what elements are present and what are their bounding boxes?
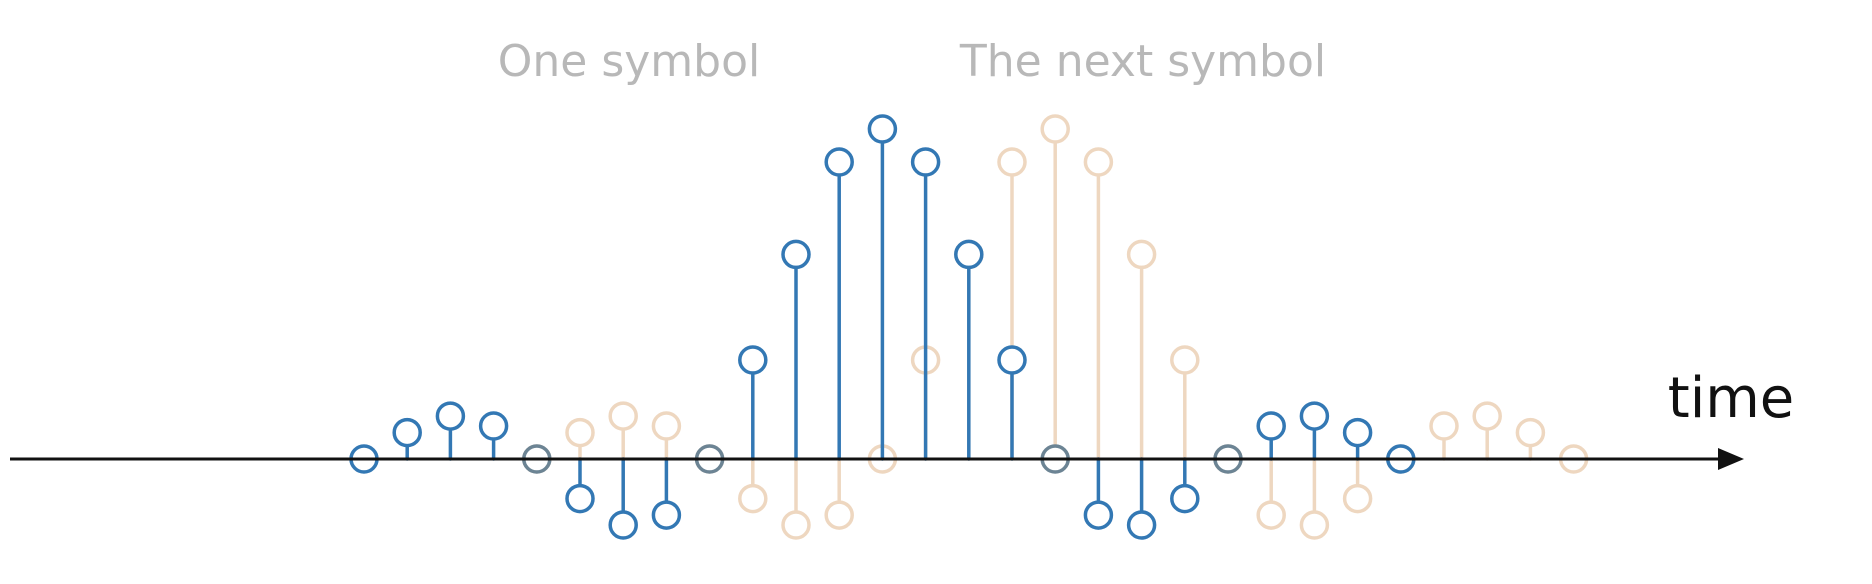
- marker-symbol-one-9: [738, 345, 768, 375]
- marker-symbol-one-11: [824, 147, 854, 177]
- marker-symbol-next-22: [1299, 510, 1330, 540]
- marker-symbol-next-6: [608, 401, 638, 431]
- marker-symbol-one-6: [608, 510, 638, 540]
- marker-symbol-one-19: [1170, 483, 1200, 514]
- marker-symbol-next-15: [997, 147, 1027, 177]
- marker-symbol-next-18: [1126, 239, 1157, 270]
- marker-symbol-one-2: [435, 401, 466, 431]
- marker-symbol-next-10: [781, 510, 811, 540]
- marker-symbol-one-5: [565, 483, 595, 514]
- marker-symbol-one-17: [1083, 500, 1114, 530]
- marker-symbol-next-21: [1256, 500, 1286, 530]
- marker-symbol-one-10: [781, 239, 811, 270]
- time-axis-arrowhead: [1718, 448, 1744, 470]
- series-symbol-next: [522, 114, 1589, 540]
- marker-symbol-one-22: [1299, 401, 1330, 431]
- label-one-symbol: One symbol: [498, 36, 760, 87]
- marker-symbol-one-7: [651, 500, 682, 530]
- marker-symbol-one-3: [478, 411, 509, 441]
- marker-symbol-next-26: [1472, 401, 1502, 431]
- time-axis: [10, 448, 1744, 470]
- label-time: time: [1668, 366, 1795, 431]
- marker-symbol-one-15: [997, 345, 1027, 375]
- marker-symbol-next-25: [1429, 411, 1459, 441]
- marker-symbol-one-23: [1342, 417, 1373, 448]
- marker-symbol-next-9: [738, 483, 768, 514]
- marker-symbol-next-7: [651, 411, 682, 441]
- marker-symbol-next-23: [1342, 483, 1373, 514]
- marker-symbol-one-14: [954, 239, 984, 270]
- marker-symbol-one-13: [910, 147, 941, 177]
- marker-symbol-one-1: [392, 417, 422, 448]
- marker-symbol-next-27: [1515, 417, 1546, 448]
- marker-symbol-one-21: [1256, 411, 1286, 441]
- marker-symbol-next-19: [1170, 345, 1200, 375]
- series-layer: [349, 114, 1589, 540]
- series-symbol-one: [349, 114, 1416, 540]
- label-next-symbol: The next symbol: [959, 36, 1326, 87]
- marker-symbol-one-18: [1126, 510, 1157, 540]
- marker-symbol-next-16: [1040, 114, 1070, 144]
- marker-symbol-one-12: [867, 114, 898, 144]
- marker-symbol-next-11: [824, 500, 854, 530]
- marker-symbol-next-17: [1083, 147, 1114, 177]
- marker-symbol-next-5: [565, 417, 595, 448]
